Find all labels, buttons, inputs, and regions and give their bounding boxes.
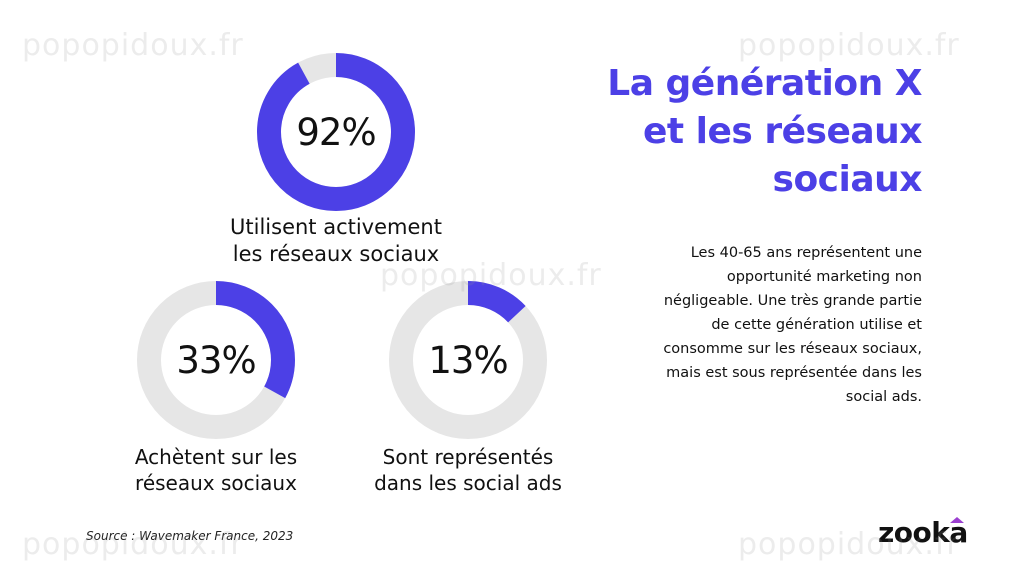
caption-line: les réseaux sociaux	[232, 242, 440, 267]
description-line: social ads.	[845, 389, 922, 405]
source-note: Source : Wavemaker France, 2023	[86, 529, 294, 543]
caption-line: Utilisent activement	[230, 215, 442, 239]
slide-title: La génération X et les réseaux sociaux	[502, 60, 922, 204]
watermark: popopidoux.fr	[738, 527, 960, 562]
donut-chart-buyers: 33%	[137, 281, 295, 439]
title-line: La génération X	[607, 63, 922, 104]
donut-value-label: 92%	[296, 110, 376, 154]
donut-chart-active-users: 92%	[257, 53, 415, 211]
description-line: de cette génération utilise et	[711, 317, 922, 333]
logo-accent-mark	[950, 517, 964, 523]
description-paragraph: Les 40-65 ans représentent une opportuni…	[592, 241, 922, 409]
donut-value-arc	[137, 281, 295, 439]
donut-caption-buyers: Achètent sur les réseaux sociaux	[96, 444, 336, 496]
description-line: opportunité marketing non	[726, 269, 922, 285]
donut-caption-active-users: Utilisent activement les réseaux sociaux	[186, 214, 486, 269]
donut-caption-social-ads: Sont représentés dans les social ads	[338, 444, 598, 496]
description-line: consomme sur les réseaux sociaux,	[663, 341, 922, 357]
donut-svg	[389, 281, 547, 439]
donut-value-label: 33%	[176, 338, 256, 382]
title-line: sociaux	[772, 159, 923, 200]
donut-svg	[137, 281, 295, 439]
caption-line: Achètent sur les	[134, 445, 298, 469]
description-line: Les 40-65 ans représentent une	[690, 245, 922, 261]
donut-value-arc	[257, 53, 415, 211]
caption-line: réseaux sociaux	[135, 471, 297, 495]
title-line: et les réseaux	[642, 111, 923, 152]
donut-svg	[257, 53, 415, 211]
watermark: popopidoux.fr	[22, 527, 244, 562]
description-line: négligeable. Une très grande partie	[663, 293, 922, 309]
donut-value-label: 13%	[428, 338, 508, 382]
donut-chart-social-ads: 13%	[389, 281, 547, 439]
caption-line: dans les social ads	[374, 471, 562, 495]
watermark: popopidoux.fr	[738, 28, 960, 63]
watermark: popopidoux.fr	[22, 28, 244, 63]
watermark: popopidoux.fr	[380, 258, 602, 293]
description-line: mais est sous représentée dans les	[666, 365, 922, 381]
donut-value-arc	[389, 281, 547, 439]
caption-line: Sont représentés	[382, 445, 554, 469]
